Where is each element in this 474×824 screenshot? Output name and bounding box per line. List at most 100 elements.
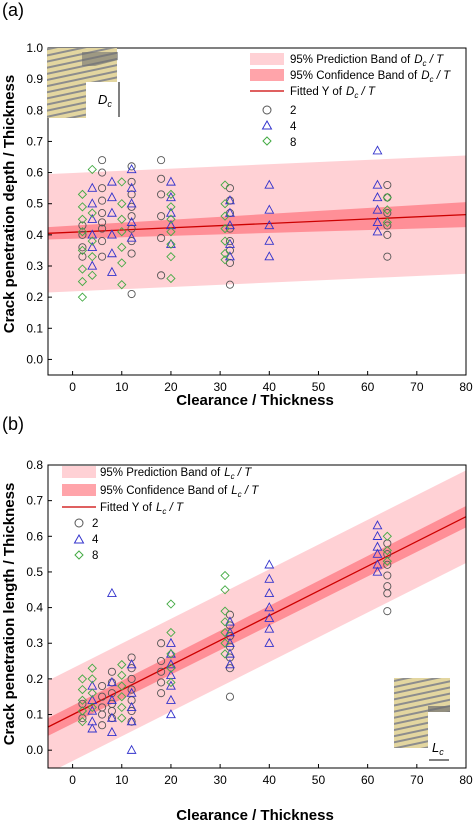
legend-swatch-confidence [250, 69, 284, 81]
x-tick-label: 40 [263, 773, 277, 787]
triangle-point [87, 229, 98, 239]
diamond-point [220, 255, 230, 265]
diamond-point [166, 189, 176, 200]
panel-a: (a) 0 10 20 30 40 50 60 70 800.00.10.20.30.40.50… [1, 0, 473, 409]
diamond-point [220, 199, 230, 209]
diamond-point [166, 273, 176, 284]
diamond-point [220, 638, 230, 648]
triangle-point [165, 176, 176, 186]
circle-point [78, 243, 87, 252]
diamond-point [117, 214, 127, 224]
circle-point [127, 212, 136, 221]
diamond-point [220, 627, 230, 638]
triangle-point [372, 204, 383, 214]
circle-point [383, 607, 392, 616]
triangle-point [372, 192, 383, 202]
y-tick-label: 0.7 [26, 134, 43, 148]
triangle-point [264, 179, 275, 189]
x-tick-label: 10 [115, 380, 129, 394]
circle-point [127, 224, 136, 233]
circle-point [157, 657, 166, 666]
diamond-point [220, 223, 230, 234]
triangle-point [264, 559, 275, 569]
diamond-point [77, 695, 88, 705]
circle-point [225, 692, 235, 701]
triangle-point [87, 213, 98, 223]
triangle-point [372, 548, 383, 558]
triangle-point [264, 602, 275, 612]
diamond-point [382, 545, 392, 556]
circle-point [383, 560, 392, 569]
x-tick-label: 80 [459, 380, 473, 394]
x-tick-label: 20 [164, 380, 178, 394]
diamond-point [117, 258, 127, 268]
y-tick-label: 0.4 [26, 601, 43, 615]
x-tick-label: 70 [410, 773, 424, 787]
ticks: 0 10 20 30 40 50 60 70 80 0.0 0.1 0.2 0.3 0.4 0.5 0.6 0.… [26, 458, 473, 787]
panel-b: (b) 0 10 20 30 40 50 60 70 800.00.10.20.30.40.50… [1, 414, 473, 824]
circle-point [225, 237, 235, 246]
triangle-point [224, 220, 235, 230]
triangle-point [126, 216, 137, 227]
x-tick-label: 0 [69, 773, 76, 787]
circle-point [157, 678, 166, 687]
diamond-point [117, 702, 127, 713]
circle-point [98, 252, 107, 261]
legend: 95% Prediction Band of Dc / T 95% Confide… [250, 53, 451, 149]
triangle-point [165, 648, 176, 658]
inset-notch [86, 82, 118, 118]
triangle-point [372, 520, 383, 530]
y-axis-title: Crack penetration depth / Thickness [1, 75, 18, 333]
circle-point [98, 681, 107, 691]
legend-series-2: 2 [92, 518, 98, 530]
triangle-point [106, 677, 117, 687]
series-2 [78, 539, 392, 730]
inset-die-edge [428, 706, 450, 712]
bands [48, 155, 466, 293]
circle-point [98, 224, 107, 233]
x-tick-label: 30 [213, 773, 227, 787]
circle-point [157, 689, 166, 698]
triangle-point [106, 207, 117, 217]
triangle-point [87, 260, 98, 270]
legend-prediction: 95% Prediction Band of Dc / T [290, 54, 444, 68]
circle-point [127, 162, 136, 171]
diamond-point [77, 674, 88, 684]
diamond-point [166, 214, 176, 224]
circle-point [98, 692, 107, 701]
triangle-point [126, 164, 137, 174]
panel-label: (a) [2, 0, 24, 20]
inset-label: Lc [432, 740, 444, 757]
y-tick-label: 0.0 [26, 743, 43, 757]
legend-marker-2 [74, 518, 84, 528]
diamond-point [166, 227, 176, 237]
legend-swatch-prediction [250, 53, 284, 65]
legend-swatch-prediction [62, 466, 96, 478]
bands [48, 470, 466, 768]
triangle-point [372, 216, 383, 227]
diamond-point [87, 270, 97, 280]
triangle-point [165, 238, 176, 248]
triangle-point [264, 220, 275, 230]
triangle-point [165, 694, 176, 704]
diamond-point [87, 702, 97, 713]
circle-point [127, 653, 136, 662]
diamond-point [77, 227, 88, 237]
y-tick-label: 0.9 [26, 72, 43, 86]
triangle-point [224, 207, 235, 217]
circle-point [383, 571, 392, 580]
diamond-point [117, 681, 127, 691]
diamond-point [117, 280, 127, 290]
diamond-point [87, 252, 97, 262]
circle-point [78, 252, 87, 261]
circle-point [383, 230, 392, 239]
circle-point [225, 280, 235, 289]
circle-point [383, 209, 392, 218]
triangle-point [106, 712, 117, 722]
diamond-point [220, 180, 230, 190]
circle-point [98, 209, 107, 218]
legend-series-2: 2 [290, 105, 296, 117]
diamond-point [77, 214, 88, 224]
triangle-point [87, 182, 98, 192]
